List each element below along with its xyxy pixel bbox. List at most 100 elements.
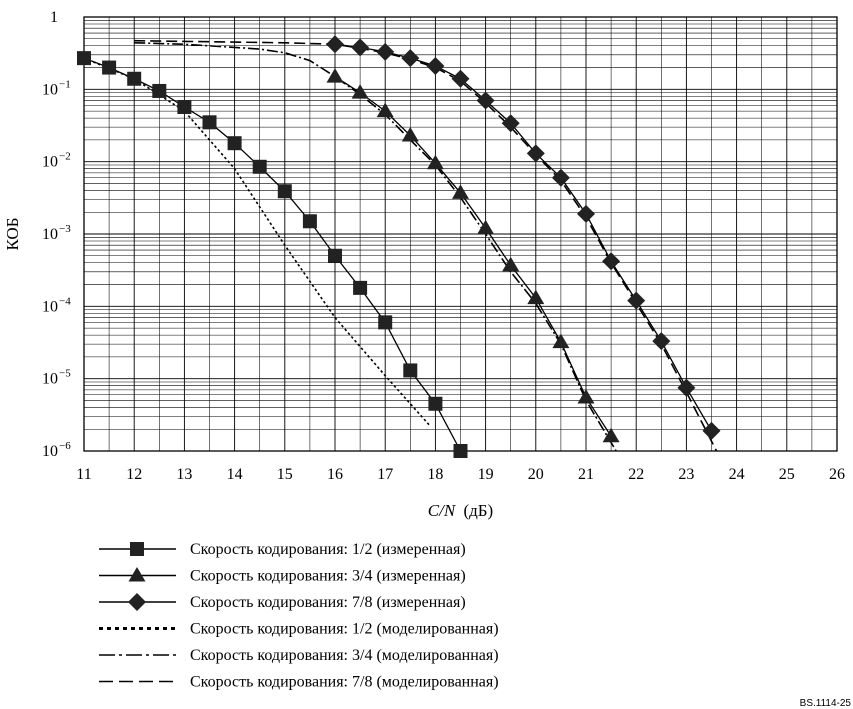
legend-marker-2: [128, 567, 146, 582]
x-tick-label: 20: [528, 466, 544, 483]
series-line-4: [84, 57, 431, 427]
series-line-5: [134, 41, 617, 452]
series-line-6: [134, 39, 718, 452]
series-3-point: [551, 168, 570, 187]
x-tick-label: 18: [427, 466, 443, 483]
y-tick-exponent: −3: [59, 223, 71, 235]
series-line-1: [84, 57, 462, 452]
series-lines: [84, 39, 718, 452]
series-3-point: [351, 38, 370, 57]
y-tick-label: 10: [42, 443, 58, 460]
legend-label-2: Скорость кодирования: 3/4 (измеренная): [190, 568, 466, 585]
legend-marker-1: [130, 542, 144, 556]
y-tick-label: 10: [42, 371, 58, 388]
series-3-point: [702, 421, 721, 440]
series-3-point: [677, 378, 696, 397]
series-markers: [77, 35, 721, 458]
x-tick-label: 23: [678, 466, 694, 483]
legend-label-5: Скорость кодирования: 3/4 (моделированна…: [190, 647, 499, 664]
x-tick-label: 17: [377, 466, 393, 483]
series-1-point: [152, 83, 167, 98]
x-tick-label: 26: [829, 466, 845, 483]
y-tick-exponent: −1: [59, 78, 71, 90]
series-3-point: [451, 69, 470, 88]
series-2-point: [326, 68, 344, 83]
series-3-point: [526, 144, 545, 163]
series-1-point: [227, 136, 242, 151]
y-tick-exponent: −4: [59, 295, 71, 307]
x-tick-label: 25: [779, 466, 795, 483]
series-line-3: [334, 43, 713, 432]
x-tick-label: 22: [628, 466, 644, 483]
series-3-point: [501, 114, 520, 133]
y-axis-ticks: 110−110−210−310−410−510−6: [42, 9, 71, 460]
series-3-point: [602, 252, 621, 271]
legend-marker-3: [128, 593, 146, 611]
series-2-point: [452, 184, 469, 199]
series-2-point: [477, 219, 495, 235]
series-2-point: [577, 388, 595, 404]
legend-label-1: Скорость кодирования: 1/2 (измеренная): [190, 541, 466, 558]
grid: [84, 17, 837, 451]
figure-id: BS.1114-25: [800, 698, 852, 709]
series-2-point: [527, 289, 545, 305]
x-tick-label: 14: [227, 466, 243, 483]
y-tick-label: 10: [42, 81, 58, 98]
series-3-point: [627, 291, 646, 310]
series-2-point: [401, 127, 419, 142]
series-2-point: [376, 102, 394, 118]
series-2-point: [351, 84, 369, 99]
x-tick-label: 13: [176, 466, 192, 483]
series-3-point: [376, 42, 395, 61]
x-tick-label: 19: [478, 466, 494, 483]
series-3-point: [476, 91, 495, 110]
y-tick-label: 1: [50, 9, 58, 26]
series-3-point: [652, 332, 671, 351]
series-3-point: [326, 35, 344, 54]
x-tick-label: 11: [76, 466, 91, 483]
y-tick-exponent: −2: [59, 151, 71, 163]
series-line-2: [334, 76, 612, 437]
series-1-point: [177, 99, 192, 114]
y-tick-exponent: −5: [59, 368, 71, 380]
legend-label-3: Скорость кодирования: 7/8 (измеренная): [190, 594, 466, 611]
series-1-point: [277, 184, 292, 199]
series-3-point: [401, 49, 420, 68]
x-tick-label: 24: [729, 466, 745, 483]
series-1-point: [403, 363, 418, 378]
series-2-point: [502, 256, 520, 272]
x-axis-title-main: C/N: [428, 501, 457, 520]
series-1-point: [102, 60, 117, 75]
x-axis-title: C/N (дБ): [428, 501, 493, 520]
x-tick-label: 15: [277, 466, 293, 483]
legend-label-4: Скорость кодирования: 1/2 (моделированна…: [190, 621, 499, 638]
x-axis-title-unit: (дБ): [463, 501, 493, 520]
series-3-point: [426, 57, 445, 76]
y-tick-exponent: −6: [59, 440, 71, 452]
series-1-point: [77, 51, 91, 66]
y-tick-label: 10: [42, 226, 58, 243]
y-axis-title: КОБ: [3, 218, 22, 251]
y-tick-label: 10: [42, 298, 58, 315]
x-tick-label: 16: [327, 466, 343, 483]
series-2-point: [602, 427, 620, 443]
series-1-point: [453, 444, 468, 458]
x-axis-ticks: 11 12 13 14 15 16 17 18 19 20 21 22 23 24 25 26: [76, 466, 845, 483]
series-1-point: [353, 280, 368, 295]
series-1-point: [302, 214, 317, 229]
series-1-point: [252, 159, 267, 174]
y-tick-label: 10: [42, 154, 58, 171]
series-1-point: [202, 115, 217, 130]
series-1-point: [127, 71, 142, 86]
legend: Скорость кодирования: 1/2 (измеренная) Ск…: [99, 541, 499, 691]
x-tick-label: 21: [578, 466, 594, 483]
series-1-point: [378, 315, 393, 330]
series-1-point: [328, 248, 342, 263]
x-tick-label: 12: [126, 466, 142, 483]
series-2-point: [426, 154, 444, 170]
legend-label-6: Скорость кодирования: 7/8 (моделированна…: [190, 674, 499, 691]
series-1-point: [428, 396, 443, 411]
series-2-point: [552, 333, 570, 349]
series-3-point: [577, 204, 595, 223]
